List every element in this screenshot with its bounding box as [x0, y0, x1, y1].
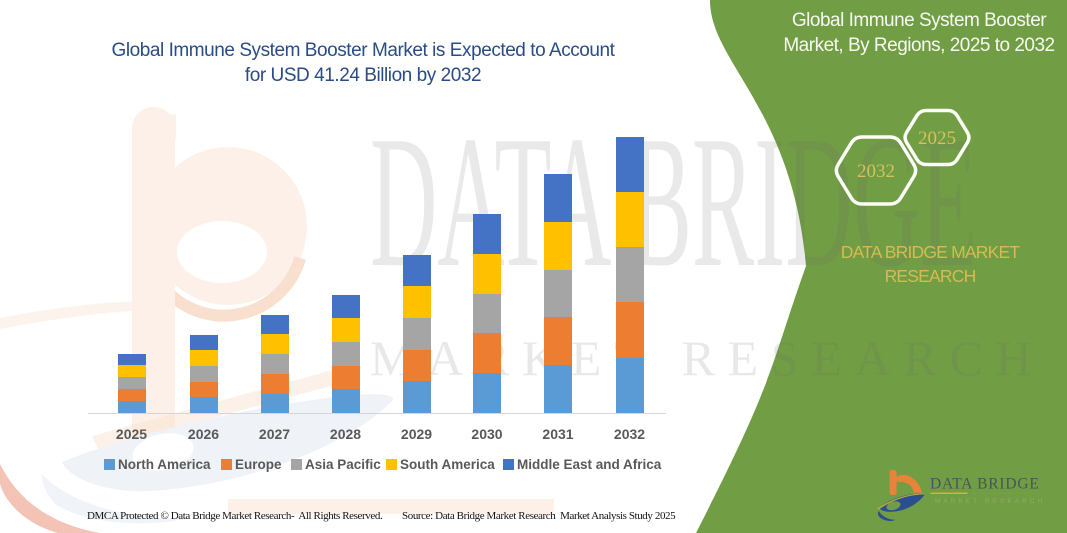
svg-text:DATA BRIDGE: DATA BRIDGE	[930, 476, 1040, 493]
svg-text:2025: 2025	[918, 128, 956, 149]
svg-text:MARKET RESEARCH: MARKET RESEARCH	[935, 498, 1045, 505]
svg-text:2032: 2032	[857, 161, 895, 182]
